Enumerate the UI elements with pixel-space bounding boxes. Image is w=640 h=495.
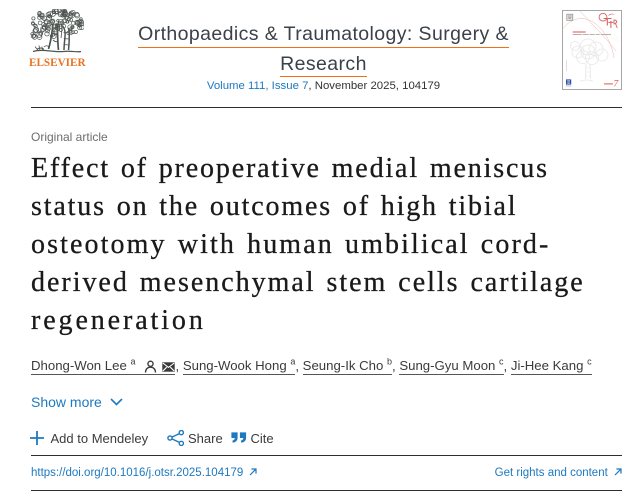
svg-text:7: 7 bbox=[614, 79, 620, 89]
